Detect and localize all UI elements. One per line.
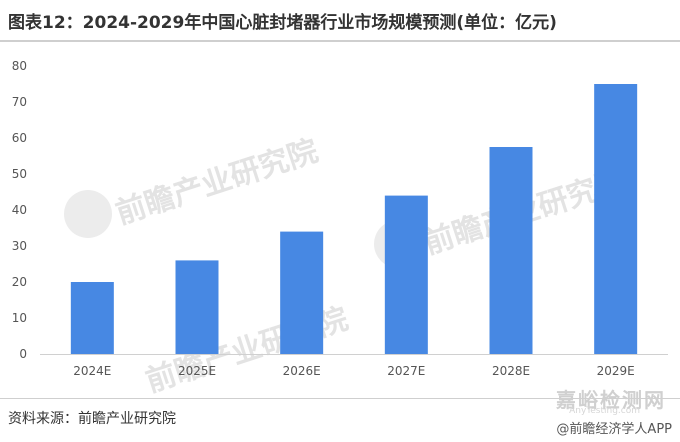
y-tick-label: 0 (19, 347, 27, 361)
site-watermark-url: AnyTesting.com (569, 406, 640, 416)
y-tick-label: 80 (12, 59, 27, 73)
bar-series (70, 84, 638, 354)
bar-2029E (594, 84, 638, 354)
bar-2026E (280, 231, 324, 354)
y-tick-label: 20 (12, 275, 27, 289)
x-tick-label: 2025E (178, 364, 216, 378)
y-tick-label: 70 (12, 95, 27, 109)
bar-2028E (489, 147, 533, 354)
x-tick-label: 2026E (283, 364, 321, 378)
y-axis: 0 10 20 30 40 50 60 70 80 (12, 59, 27, 361)
x-axis: 2024E 2025E 2026E 2027E 2028E 2029E (73, 364, 634, 378)
x-tick-label: 2027E (387, 364, 425, 378)
watermark-text: 前瞻产业研究院 (112, 133, 323, 231)
bar-chart: 前瞻产业研究院 前瞻产业研究院 前瞻产业研究院 0102030405060708… (12, 59, 668, 394)
y-tick-label: 50 (12, 167, 27, 181)
source-note: 资料来源：前瞻产业研究院 (8, 411, 176, 427)
bar-2025E (175, 260, 219, 354)
app-credit: @前瞻经济学人APP (556, 422, 672, 437)
title-divider (0, 40, 680, 42)
y-tick-label: 30 (12, 239, 27, 253)
y-tick-label: 60 (12, 131, 27, 145)
chart-title: 图表12：2024-2029年中国心脏封堵器行业市场规模预测(单位：亿元) (8, 13, 557, 33)
x-tick-label: 2028E (492, 364, 530, 378)
y-tick-label: 10 (12, 311, 27, 325)
footer-divider (0, 398, 680, 399)
site-watermark: 嘉峪检测网 (556, 388, 666, 412)
bar-2024E (70, 282, 114, 354)
x-tick-label: 2029E (597, 364, 635, 378)
x-tick-label: 2024E (73, 364, 111, 378)
bar-2027E (384, 195, 428, 354)
watermark-logo-icon (64, 190, 112, 238)
y-tick-label: 40 (12, 203, 27, 217)
